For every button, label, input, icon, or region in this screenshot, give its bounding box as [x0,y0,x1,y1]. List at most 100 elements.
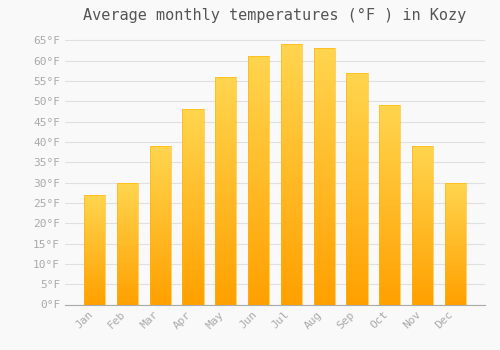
Bar [444,248,466,250]
Bar [117,301,138,302]
Bar [150,263,171,265]
Bar [379,287,400,288]
Bar [412,259,433,260]
Bar [314,48,335,51]
Bar [412,286,433,287]
Bar [182,260,204,261]
Bar [412,151,433,152]
Bar [379,231,400,233]
Bar [248,193,270,195]
Bar [412,190,433,192]
Bar [248,186,270,188]
Bar [215,175,236,177]
Bar [444,213,466,214]
Bar [314,82,335,84]
Title: Average monthly temperatures (°F ) in Kozy: Average monthly temperatures (°F ) in Ko… [84,8,466,23]
Bar [379,279,400,281]
Bar [444,230,466,231]
Bar [412,303,433,304]
Bar [346,121,368,124]
Bar [314,197,335,199]
Bar [314,87,335,89]
Bar [379,163,400,165]
Bar [248,280,270,282]
Bar [215,206,236,209]
Bar [444,244,466,245]
Bar [84,196,106,197]
Bar [117,225,138,226]
Bar [117,226,138,228]
Bar [444,299,466,300]
Bar [248,116,270,118]
Bar [182,242,204,244]
Bar [379,215,400,217]
Bar [444,268,466,269]
Bar [182,160,204,162]
Bar [412,256,433,257]
Bar [280,47,302,49]
Bar [84,217,106,218]
Bar [444,203,466,204]
Bar [280,252,302,255]
Bar [314,289,335,292]
Bar [182,187,204,189]
Bar [280,151,302,154]
Bar [444,291,466,292]
Bar [248,287,270,289]
Bar [182,141,204,142]
Bar [248,190,270,193]
Bar [314,54,335,56]
Bar [248,101,270,104]
Bar [117,275,138,276]
Bar [248,277,270,280]
Bar [379,255,400,257]
Bar [280,237,302,239]
Bar [280,96,302,99]
Bar [412,173,433,174]
Bar [248,170,270,173]
Bar [412,249,433,251]
Bar [314,64,335,66]
Bar [248,59,270,61]
Bar [215,97,236,99]
Bar [150,209,171,211]
Bar [182,265,204,267]
Bar [444,269,466,270]
Bar [215,120,236,122]
Bar [346,240,368,242]
Bar [314,118,335,120]
Bar [379,290,400,293]
Bar [346,131,368,133]
Bar [346,152,368,154]
Bar [280,268,302,271]
Bar [248,267,270,270]
Bar [150,241,171,243]
Bar [150,208,171,209]
Bar [182,283,204,285]
Bar [444,254,466,256]
Bar [117,256,138,257]
Bar [379,167,400,169]
Bar [314,189,335,192]
Bar [248,223,270,225]
Bar [379,197,400,199]
Bar [84,200,106,201]
Bar [84,254,106,255]
Bar [117,197,138,198]
Bar [215,204,236,206]
Bar [412,200,433,201]
Bar [248,84,270,86]
Bar [280,86,302,89]
Bar [412,168,433,170]
Bar [412,220,433,222]
Bar [346,156,368,159]
Bar [84,284,106,285]
Bar [444,194,466,195]
Bar [248,228,270,230]
Bar [150,157,171,159]
Bar [280,289,302,292]
Bar [346,244,368,246]
Bar [84,274,106,275]
Bar [314,56,335,58]
Bar [150,227,171,229]
